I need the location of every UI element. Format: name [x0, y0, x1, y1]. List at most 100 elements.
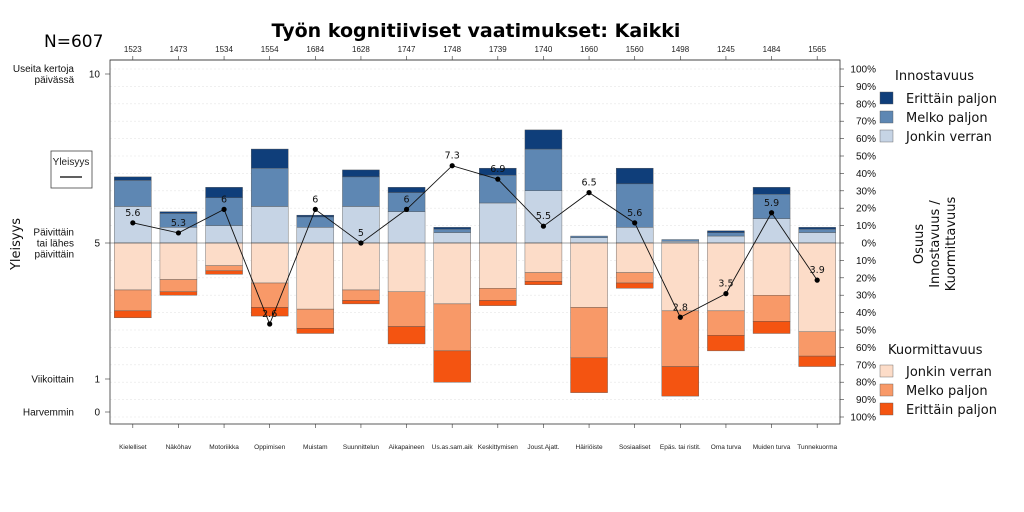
bar-innostavuus-1 [387, 211, 426, 244]
legend-label: Erittäin paljon [906, 92, 997, 107]
right-tick-label: 10% [856, 256, 876, 267]
right-axis-title: Osuus Innostavuus / Kuormittavuus [912, 196, 959, 291]
bar-innostavuus-1 [570, 237, 608, 244]
inner-legend-box [50, 150, 93, 189]
bar-innostavuus-1 [752, 218, 791, 244]
y-tick-label: 10 [89, 70, 101, 81]
count-label: 1660 [580, 45, 598, 54]
bar-innostavuus-2 [570, 235, 608, 238]
count-label: 1473 [170, 45, 188, 54]
bar-kuormittavuus-3 [479, 300, 517, 306]
category-label: Oma turva [711, 444, 742, 451]
bar-innostavuus-3 [707, 230, 745, 233]
bar-innostavuus-1 [433, 232, 471, 244]
legend-swatch [879, 383, 894, 397]
category-label: Muistam [303, 444, 328, 451]
bar-innostavuus-2 [433, 228, 471, 233]
count-label: 1740 [535, 45, 553, 54]
frequency-label: 2.8 [673, 302, 688, 313]
bar-innostavuus-3 [752, 187, 791, 195]
frequency-line-path [132, 165, 818, 326]
frequency-point [358, 240, 364, 246]
count-label: 1498 [671, 45, 689, 54]
right-axis-title-line: Kuormittavuus [944, 196, 959, 291]
legend-kuormittavuus-title: Kuormittavuus [888, 343, 983, 358]
right-tick-label: 50% [856, 326, 876, 337]
bar-kuormittavuus-1 [296, 242, 335, 310]
bar-kuormittavuus-3 [205, 270, 243, 275]
bar-kuormittavuus-3 [433, 350, 471, 383]
inner-legend-label: Yleisyys [53, 157, 90, 168]
top-axis-counts: 1523 1473 1534 1554 1684 1628 1747 1748 1739 1740… [110, 45, 840, 61]
bar-kuormittavuus-1 [752, 242, 791, 296]
count-label: 1748 [443, 45, 461, 54]
right-tick-label: 40% [856, 169, 876, 180]
bar-innostavuus-1 [250, 206, 289, 244]
bar-kuormittavuus-3 [250, 307, 289, 317]
right-tick-label: 20% [856, 273, 876, 284]
frequency-label: 6 [404, 194, 410, 205]
bar-innostavuus-3 [296, 214, 335, 218]
right-tick-label: 70% [856, 117, 876, 128]
frequency-label: 6 [312, 194, 318, 205]
bar-kuormittavuus-3 [296, 328, 335, 334]
right-tick-label: 100% [850, 413, 876, 424]
legend-label: Melko paljon [906, 111, 988, 126]
bar-kuormittavuus-3 [798, 355, 836, 367]
bar-innostavuus-3 [114, 176, 152, 181]
frequency-label: 3.9 [810, 265, 825, 276]
bar-innostavuus-1 [615, 227, 654, 244]
bar-kuormittavuus-2 [707, 310, 745, 336]
right-axis-title-line: Osuus [912, 224, 927, 264]
right-axis-title-line: Innostavuus / [928, 200, 943, 288]
right-tick-label: 0% [862, 239, 877, 250]
legend-label: Jonkin verran [905, 130, 992, 145]
bar-innostavuus-1 [707, 235, 745, 244]
bar-innostavuus-1 [205, 225, 243, 244]
category-label: Oppimisen [254, 444, 285, 451]
count-label: 1628 [352, 45, 370, 54]
y-tick-description: päivittäin [35, 250, 74, 261]
bar-innostavuus-3 [615, 167, 654, 185]
bar-kuormittavuus-2 [387, 291, 426, 327]
bar-kuormittavuus-2 [479, 288, 517, 301]
bar-kuormittavuus-3 [387, 326, 426, 345]
y-tick-label: 5 [94, 239, 100, 250]
bar-kuormittavuus-2 [296, 308, 335, 329]
bar-innostavuus-3 [479, 167, 517, 176]
right-tick-label: 100% [850, 65, 876, 76]
bar-kuormittavuus-3 [707, 335, 745, 352]
right-tick-label: 60% [856, 343, 876, 354]
category-label: Motoriikka [209, 444, 239, 451]
legend-swatch [879, 364, 894, 378]
bar-kuormittavuus-1 [479, 242, 517, 289]
bar-kuormittavuus-1 [615, 242, 654, 273]
frequency-point [267, 321, 273, 327]
bar-innostavuus-2 [798, 228, 836, 233]
y-tick-description: tai lähes [37, 239, 74, 250]
legend-label: Jonkin verran [905, 365, 992, 380]
bar-kuormittavuus-1 [387, 242, 426, 292]
frequency-label: 6.5 [582, 178, 597, 189]
count-label: 1747 [398, 45, 416, 54]
category-label: Joust.Ajatt. [527, 444, 559, 451]
y-tick-description: Harvemmin [23, 408, 74, 419]
category-label: Us.as.sam.aik [432, 444, 474, 451]
bar-kuormittavuus-1 [570, 242, 608, 308]
frequency-label: 5.6 [125, 208, 140, 219]
right-tick-label: 30% [856, 186, 876, 197]
legend-innostavuus-title: Innostavuus [895, 69, 974, 84]
right-tick-label: 90% [856, 395, 876, 406]
bar-kuormittavuus-2 [250, 282, 289, 308]
category-label: Häiriöiste [576, 444, 603, 451]
bar-kuormittavuus-2 [159, 279, 198, 292]
bar-innostavuus-2 [205, 197, 243, 226]
y-tick-description: päivässä [35, 75, 75, 86]
bar-innostavuus-2 [707, 232, 745, 237]
right-tick-label: 30% [856, 291, 876, 302]
bar-kuormittavuus-2 [615, 272, 654, 284]
bar-innostavuus-2 [250, 167, 289, 207]
legend-label: Melko paljon [906, 384, 988, 399]
right-tick-label: 70% [856, 360, 876, 371]
bar-kuormittavuus-1 [250, 242, 289, 284]
